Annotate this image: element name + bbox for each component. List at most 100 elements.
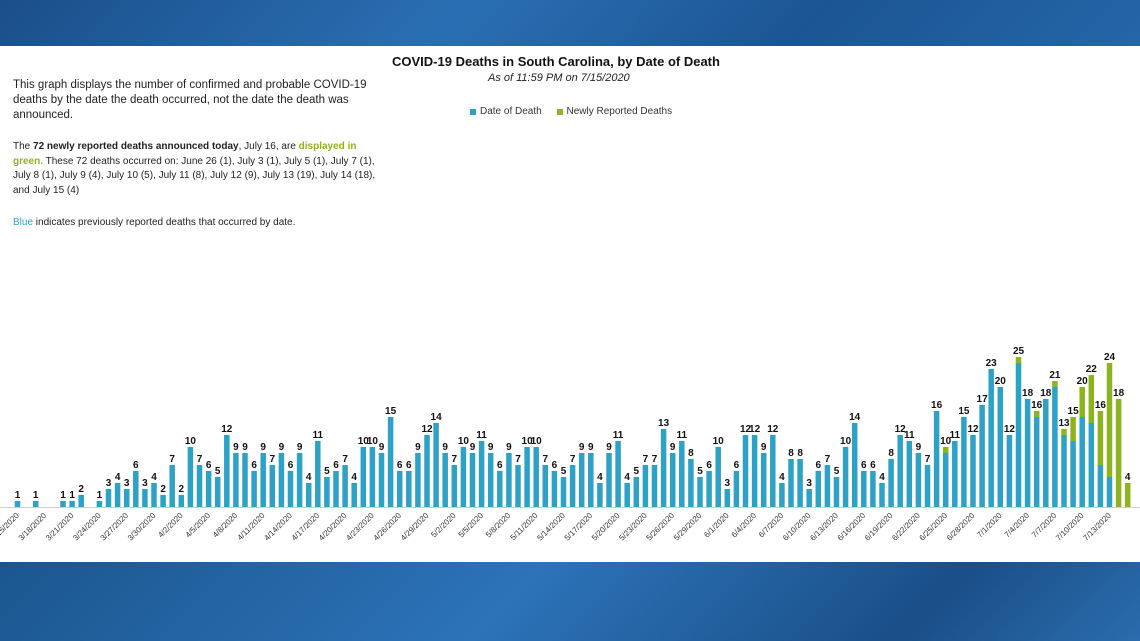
bar-date-of-death-107 — [988, 369, 994, 507]
bar-date-of-death-20 — [196, 465, 203, 507]
data-label-95: 4 — [879, 472, 885, 483]
data-label-56: 10 — [522, 436, 534, 447]
bar-date-of-death-66 — [615, 441, 621, 507]
bar-date-of-death-65 — [606, 453, 612, 507]
bar-date-of-death-71 — [660, 429, 667, 507]
bar-date-of-death-85 — [788, 459, 794, 507]
data-label-11: 4 — [115, 472, 121, 483]
data-label-70: 7 — [652, 454, 658, 465]
bar-date-of-death-69 — [642, 465, 649, 507]
bar-date-of-death-82 — [760, 453, 767, 507]
data-label-73: 11 — [677, 430, 688, 441]
bar-date-of-death-46 — [433, 423, 439, 507]
bar-date-of-death-115 — [1061, 435, 1067, 507]
bar-date-of-death-28 — [269, 465, 276, 507]
data-label-85: 8 — [788, 448, 794, 459]
bar-date-of-death-61 — [569, 465, 576, 507]
bar-date-of-death-35 — [333, 471, 339, 507]
bar-newly-reported-122 — [1124, 483, 1131, 507]
data-label-91: 10 — [840, 436, 852, 447]
bar-date-of-death-18 — [178, 495, 185, 507]
bar-date-of-death-34 — [324, 477, 330, 507]
x-tick-label-1: 3/18/2020 — [17, 511, 49, 543]
x-tick-label-16: 5/2/2020 — [429, 511, 458, 540]
data-label-6: 1 — [69, 490, 75, 501]
bar-date-of-death-97 — [897, 435, 903, 507]
chart-title: COVID-19 Deaths in South Carolina, by Da… — [392, 54, 720, 69]
bar-date-of-death-75 — [697, 477, 703, 507]
x-tick-label-40: 7/13/2020 — [1081, 511, 1113, 543]
data-label-28: 7 — [270, 454, 276, 465]
bar-date-of-death-119 — [1097, 465, 1104, 507]
bar-date-of-death-54 — [506, 453, 512, 507]
data-label-22: 5 — [215, 466, 221, 477]
x-tick-label-32: 6/19/2020 — [863, 511, 895, 543]
data-label-12: 3 — [124, 478, 130, 489]
data-label-33: 11 — [313, 430, 324, 441]
data-label-62: 9 — [579, 442, 585, 453]
x-tick-label-31: 6/16/2020 — [836, 511, 868, 543]
data-label-57: 10 — [531, 436, 543, 447]
data-label-76: 6 — [706, 460, 712, 471]
data-label-117: 20 — [1077, 376, 1089, 387]
legend-swatch-blue — [470, 108, 476, 115]
bar-date-of-death-14 — [142, 489, 148, 507]
data-label-29: 9 — [279, 442, 285, 453]
x-tick-label-11: 4/17/2020 — [290, 511, 322, 543]
bar-date-of-death-24 — [233, 453, 239, 507]
data-label-41: 15 — [385, 406, 397, 417]
data-label-59: 6 — [552, 460, 558, 471]
bar-date-of-death-114 — [1052, 387, 1058, 507]
x-tick-label-25: 5/29/2020 — [672, 511, 704, 543]
data-label-27: 9 — [260, 442, 266, 453]
data-label-99: 9 — [916, 442, 922, 453]
bar-newly-reported-112 — [1033, 411, 1040, 417]
data-label-102: 10 — [940, 436, 952, 447]
x-tick-label-35: 6/28/2020 — [945, 511, 977, 543]
data-label-75: 5 — [697, 466, 703, 477]
bar-date-of-death-105 — [970, 435, 976, 507]
bar-date-of-death-23 — [224, 435, 230, 507]
bar-date-of-death-62 — [578, 453, 585, 507]
x-tick-label-14: 4/26/2020 — [372, 511, 404, 543]
bar-date-of-death-21 — [205, 471, 212, 507]
data-label-116: 15 — [1068, 406, 1080, 417]
data-label-84: 4 — [779, 472, 785, 483]
bar-date-of-death-45 — [424, 435, 430, 507]
data-label-42: 6 — [397, 460, 403, 471]
data-label-35: 6 — [333, 460, 339, 471]
data-label-111: 18 — [1022, 388, 1034, 399]
bar-newly-reported-120 — [1106, 363, 1113, 477]
data-label-67: 4 — [624, 472, 630, 483]
bar-date-of-death-26 — [251, 471, 257, 507]
data-label-31: 9 — [297, 442, 303, 453]
bar-newly-reported-115 — [1061, 429, 1067, 435]
data-label-21: 6 — [206, 460, 212, 471]
bar-date-of-death-64 — [597, 483, 603, 507]
data-label-74: 8 — [688, 448, 694, 459]
bar-date-of-death-101 — [933, 411, 940, 507]
bar-date-of-death-6 — [69, 501, 75, 507]
x-tick-label-39: 7/10/2020 — [1054, 511, 1086, 543]
data-label-109: 12 — [1004, 424, 1016, 435]
x-tick-label-15: 4/29/2020 — [399, 511, 431, 543]
data-label-97: 12 — [895, 424, 907, 435]
bar-date-of-death-112 — [1033, 417, 1040, 507]
chart-legend: Date of Death Newly Reported Deaths — [470, 106, 684, 118]
data-label-86: 8 — [797, 448, 803, 459]
data-label-72: 9 — [670, 442, 676, 453]
data-label-64: 4 — [597, 472, 603, 483]
data-label-47: 9 — [442, 442, 448, 453]
bar-date-of-death-68 — [633, 477, 640, 507]
bar-date-of-death-32 — [305, 483, 312, 507]
data-label-23: 12 — [221, 424, 233, 435]
note-blue-rest: indicates previously reported deaths tha… — [33, 217, 296, 228]
bar-date-of-death-113 — [1043, 399, 1049, 507]
bar-newly-reported-119 — [1097, 411, 1104, 465]
bar-date-of-death-80 — [742, 435, 749, 507]
bar-date-of-death-83 — [770, 435, 776, 507]
x-tick-label-5: 3/30/2020 — [126, 511, 158, 543]
data-label-30: 6 — [288, 460, 294, 471]
bar-date-of-death-110 — [1015, 363, 1022, 507]
data-label-46: 14 — [431, 412, 443, 423]
